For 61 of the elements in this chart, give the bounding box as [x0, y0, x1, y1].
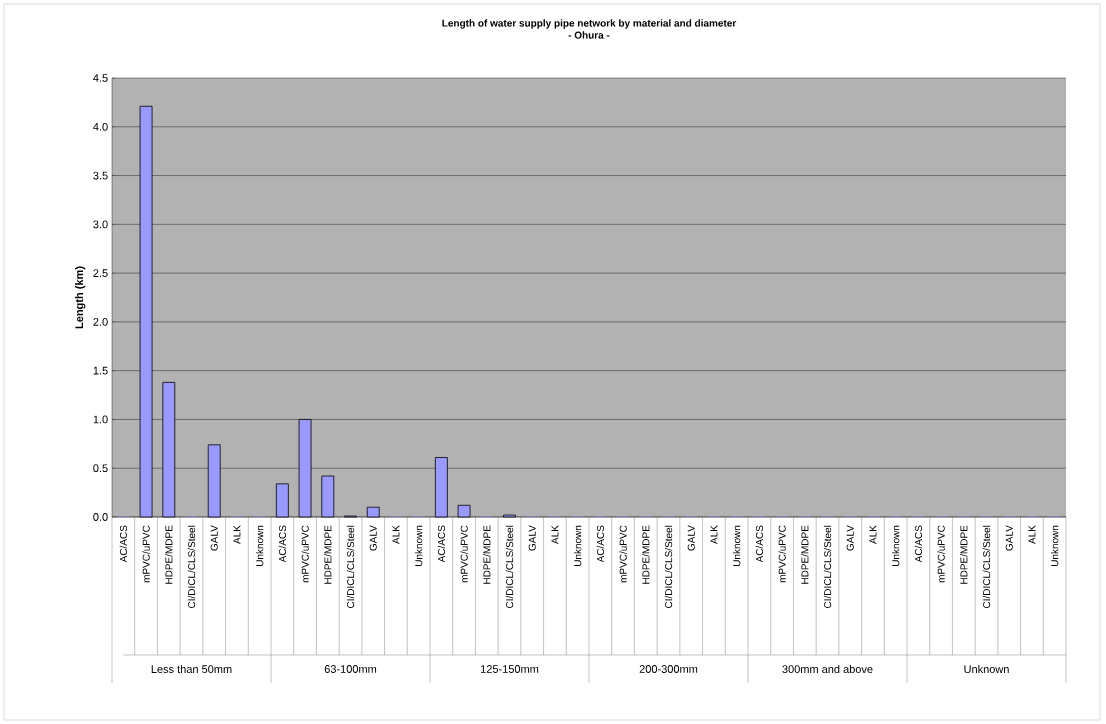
x-tick-label: HDPE/MDPE — [960, 525, 968, 584]
y-tick-label: 2.0 — [93, 318, 108, 326]
y-tick-label: 3.5 — [93, 171, 108, 180]
x-tick-label: HDPE/MDPE — [324, 525, 332, 584]
y-tick-label: 0.5 — [93, 464, 108, 473]
x-tick-label: CI/DICL/CLS/Steel — [505, 525, 514, 608]
y-tick-label: 4.5 — [93, 74, 108, 82]
x-tick-label: AC/ACS — [119, 525, 128, 563]
x-tick-label: ALK — [710, 525, 718, 545]
y-tick-label: 3.0 — [93, 220, 108, 229]
text: 125-150mm — [480, 665, 539, 673]
x-tick-label: mPVC/uPVC — [142, 525, 150, 583]
y-tick-label: 0.0 — [93, 513, 108, 521]
x-tick-label: mPVC/uPVC — [460, 525, 468, 583]
x-tick-label: CI/DICL/CLS/Steel — [823, 525, 832, 608]
y-tick-label: 2.5 — [93, 269, 108, 278]
x-tick-label: CI/DICL/CLS/Steel — [982, 525, 991, 608]
x-tick-label: AC/ACS — [755, 525, 764, 563]
x-tick-label: Unknown — [255, 525, 264, 567]
text: 200-300mm — [639, 665, 698, 673]
x-tick-label: HDPE/MDPE — [801, 525, 809, 584]
y-tick-label: 1.0 — [93, 415, 108, 424]
x-tick-label: GALV — [687, 525, 695, 551]
x-tick-label: AC/ACS — [596, 525, 605, 563]
x-tick-label: ALK — [1028, 525, 1036, 545]
x-tick-label: ALK — [392, 525, 400, 545]
text: 63-100mm — [324, 665, 377, 673]
y-axis-title: Length (km) — [75, 266, 86, 329]
x-tick-label: ALK — [233, 525, 241, 545]
text: Unknown — [964, 664, 1009, 674]
x-tick-label: ALK — [869, 525, 877, 545]
x-tick-label: ALK — [551, 525, 559, 545]
x-tick-label: Unknown — [891, 525, 900, 567]
x-tick-label: CI/DICL/CLS/Steel — [187, 525, 196, 608]
x-tick-label: AC/ACS — [278, 525, 287, 563]
x-tick-label: AC/ACS — [437, 525, 446, 563]
x-tick-label: mPVC/uPVC — [778, 525, 786, 583]
x-tick-label: GALV — [210, 525, 218, 551]
text: Less than 50mm — [151, 664, 232, 674]
x-tick-label: HDPE/MDPE — [165, 525, 173, 584]
x-tick-label: HDPE/MDPE — [642, 525, 650, 584]
text: 300mm and above — [782, 664, 873, 674]
y-tick-label: 4.0 — [93, 122, 108, 131]
x-tick-label: CI/DICL/CLS/Steel — [664, 525, 673, 608]
x-tick-label: Unknown — [414, 525, 423, 567]
x-tick-label: mPVC/uPVC — [301, 525, 309, 583]
x-tick-label: GALV — [369, 525, 377, 551]
chart-subtitle: - Ohura - — [568, 31, 610, 39]
x-tick-label: CI/DICL/CLS/Steel — [346, 525, 355, 608]
x-tick-label: HDPE/MDPE — [483, 525, 491, 584]
x-tick-label: Unknown — [573, 525, 582, 567]
x-tick-label: mPVC/uPVC — [619, 525, 627, 583]
y-tick-label: 1.5 — [93, 366, 108, 375]
x-tick-label: GALV — [1005, 525, 1013, 551]
x-tick-label: Unknown — [732, 525, 741, 567]
x-tick-label: mPVC/uPVC — [937, 525, 945, 583]
x-tick-label: Unknown — [1050, 525, 1059, 567]
x-tick-label: AC/ACS — [914, 525, 923, 563]
x-tick-label: GALV — [846, 525, 854, 551]
chart-title: Length of water supply pipe network by material and diameter — [442, 19, 737, 29]
x-tick-label: GALV — [528, 525, 536, 551]
